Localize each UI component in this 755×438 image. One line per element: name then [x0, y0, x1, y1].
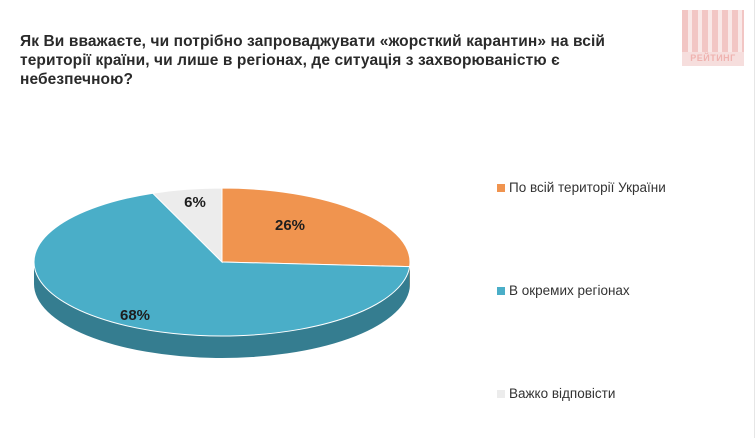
- slice-value-label-1: 68%: [120, 307, 150, 324]
- legend-swatch-1: [497, 286, 505, 295]
- legend-label-0: По всій території України: [509, 180, 666, 195]
- pie-label-layer: 26% 68% 6%: [120, 194, 305, 324]
- legend-item-2: Важко відповісти: [497, 386, 615, 401]
- legend-swatch-2: [497, 389, 505, 398]
- rating-logo: РЕЙТИНГ: [682, 10, 744, 66]
- pie-layer: [33, 187, 411, 358]
- legend-swatch-0: [497, 183, 505, 192]
- pie-slice-0: [221, 187, 411, 268]
- slice-value-label-2: 6%: [184, 194, 206, 211]
- legend-item-0: По всій території України: [497, 180, 666, 195]
- legend-item-1: В окремих регіонах: [497, 283, 630, 298]
- logo-text: РЕЙТИНГ: [690, 53, 736, 63]
- slice-value-label-0: 26%: [275, 217, 305, 234]
- pie-slice-1: [33, 192, 411, 337]
- legend-label-1: В окремих регіонах: [509, 283, 630, 298]
- logo-graphic: [682, 10, 744, 52]
- pie-side-1: [34, 262, 410, 358]
- legend-label-2: Важко відповісти: [509, 386, 616, 401]
- pie-slice-2: [151, 187, 223, 264]
- chart-title: Як Ви вважаєте, чи потрібно запроваджува…: [20, 33, 606, 88]
